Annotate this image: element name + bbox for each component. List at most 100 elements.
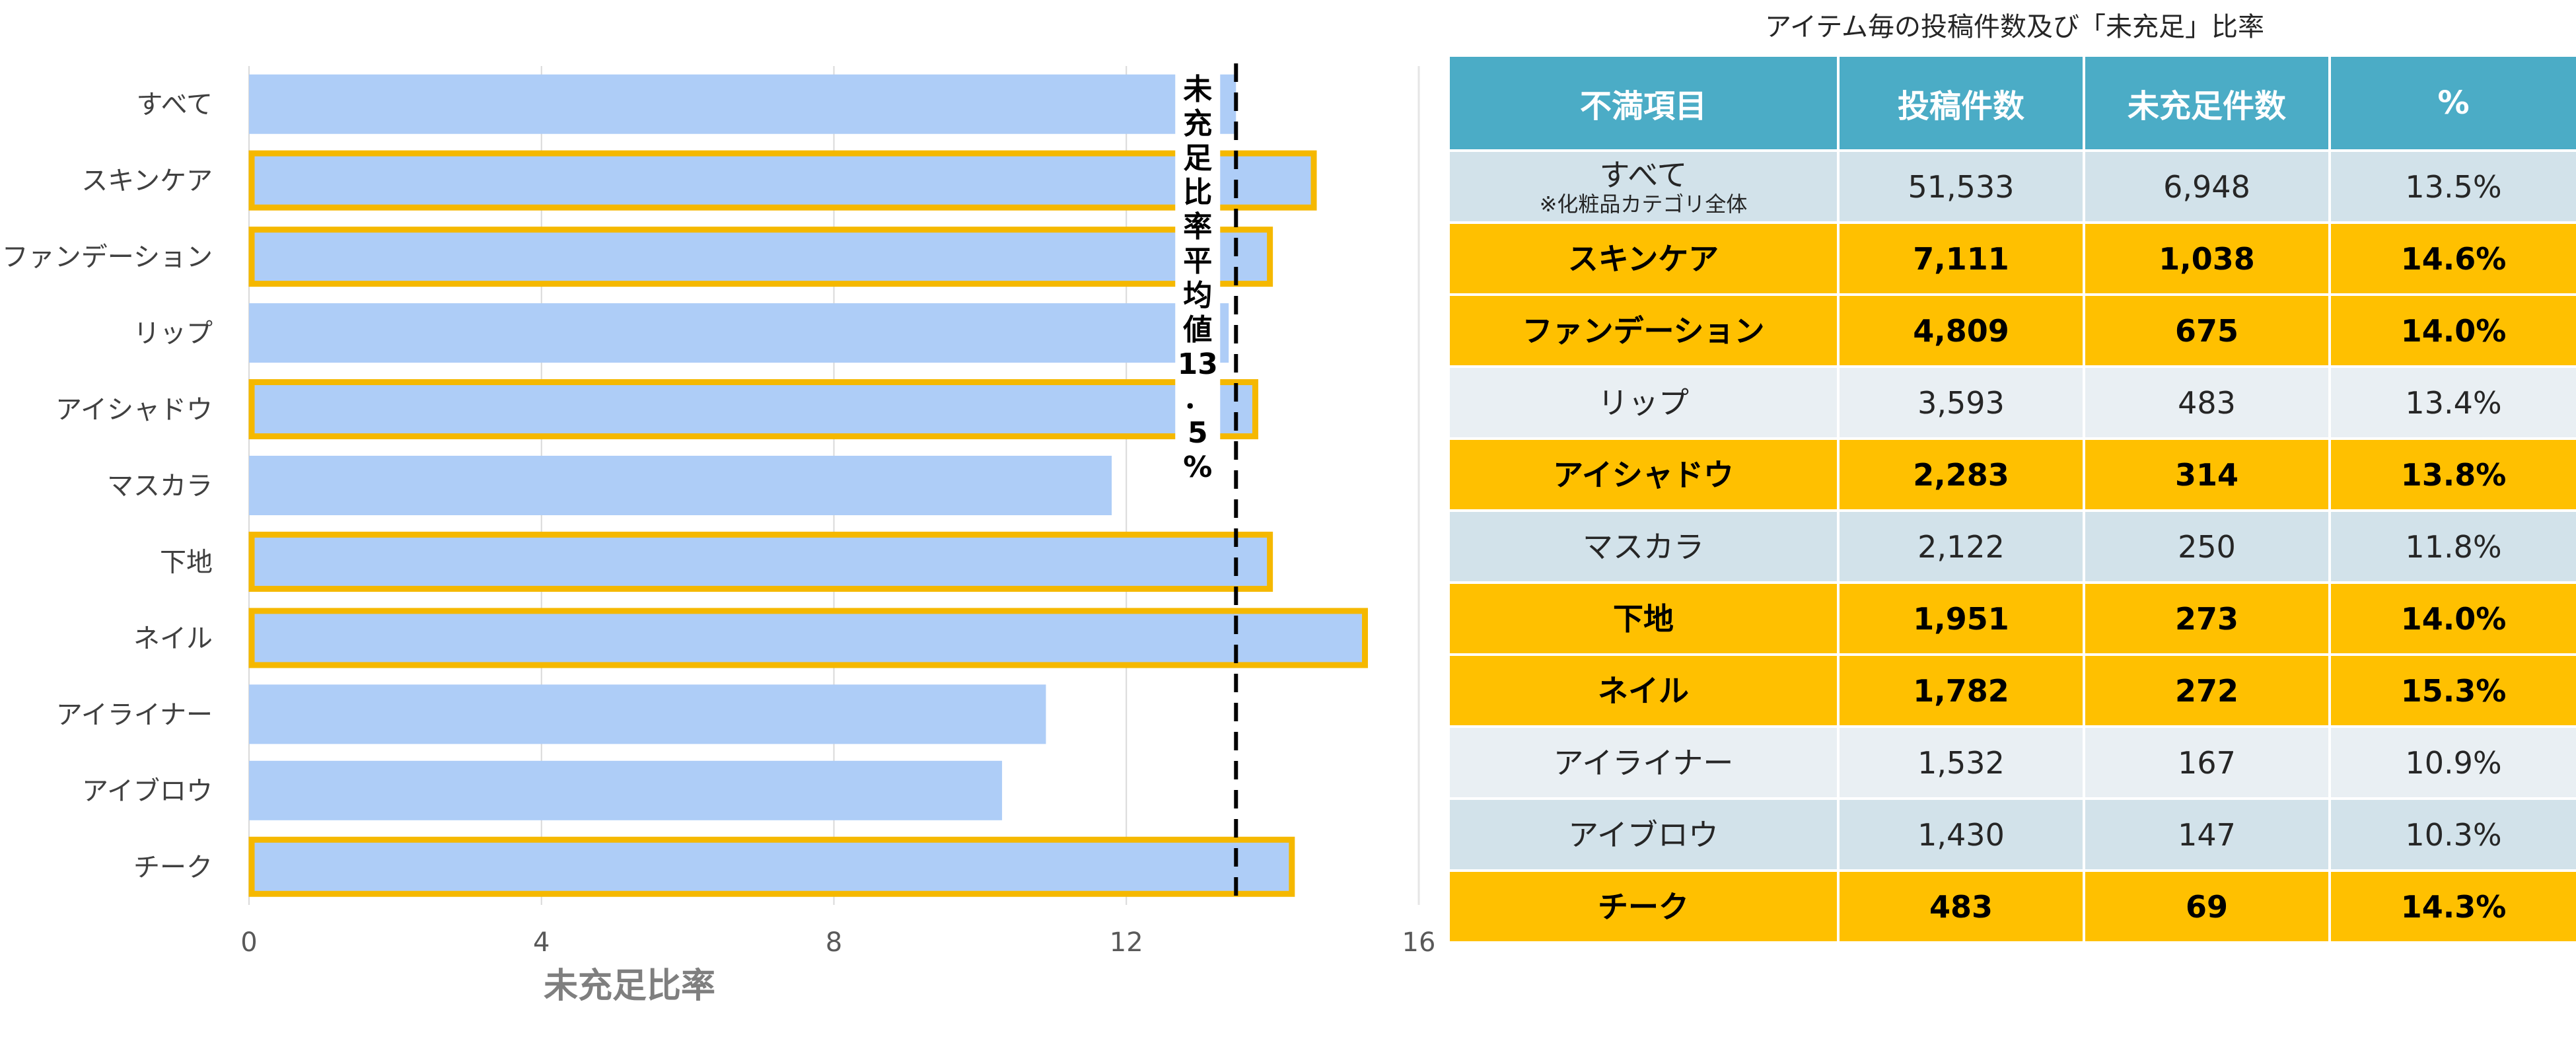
cell-posts: 1,430 xyxy=(1837,797,2085,872)
table-row: チーク 483 69 14.3% xyxy=(1447,869,2576,944)
cell-item: スキンケア xyxy=(1447,221,1840,296)
table-row: リップ 3,593 483 13.4% xyxy=(1447,365,2576,440)
header-unmet: 未充足件数 xyxy=(2083,54,2331,152)
cell-item: ファンデーション xyxy=(1447,293,1840,368)
bar xyxy=(249,760,1003,820)
cell-pct: 11.8% xyxy=(2328,509,2576,584)
cell-unmet: 6,948 xyxy=(2083,149,2331,224)
bar xyxy=(249,456,1112,515)
bar-highlighted xyxy=(248,531,1273,592)
x-tick-label: 4 xyxy=(533,927,550,958)
cell-unmet: 147 xyxy=(2083,797,2331,872)
cell-item: アイライナー xyxy=(1447,725,1840,800)
item-name: すべて xyxy=(1599,157,1688,193)
category-label: ネイル xyxy=(133,624,213,654)
cell-unmet: 167 xyxy=(2083,725,2331,800)
average-label-char: 未 xyxy=(1183,73,1212,106)
average-label-char: 5 xyxy=(1188,416,1208,450)
cell-unmet: 483 xyxy=(2083,365,2331,440)
item-name: チーク xyxy=(1598,888,1689,925)
table-row: アイシャドウ 2,283 314 13.8% xyxy=(1447,437,2576,512)
cell-item: チーク xyxy=(1447,869,1840,944)
cell-unmet: 675 xyxy=(2083,293,2331,368)
cell-unmet: 250 xyxy=(2083,509,2331,584)
cell-pct: 10.3% xyxy=(2328,797,2576,872)
x-tick-label: 16 xyxy=(1402,927,1436,958)
table-row: アイブロウ 1,430 147 10.3% xyxy=(1447,797,2576,872)
cell-posts: 4,809 xyxy=(1837,293,2085,368)
cell-item: アイシャドウ xyxy=(1447,437,1840,512)
bar xyxy=(249,303,1229,363)
table-row: ファンデーション 4,809 675 14.0% xyxy=(1447,293,2576,368)
cell-item: ネイル xyxy=(1447,653,1840,728)
cell-posts: 3,593 xyxy=(1837,365,2085,440)
cell-pct: 15.3% xyxy=(2328,653,2576,728)
table-row: すべて ※化粧品カテゴリ全体 51,533 6,948 13.5% xyxy=(1447,149,2576,224)
average-label-char: 値 xyxy=(1182,313,1212,347)
cell-unmet: 1,038 xyxy=(2083,221,2331,296)
cell-pct: 13.5% xyxy=(2328,149,2576,224)
category-label: アイブロウ xyxy=(82,776,213,806)
cell-item: リップ xyxy=(1447,365,1840,440)
cell-unmet: 272 xyxy=(2083,653,2331,728)
bar-chart: すべてスキンケアファンデーションリップアイシャドウマスカラ下地ネイルアイライナー… xyxy=(2,63,1436,1006)
table-title: アイテム毎の投稿件数及び「未充足」比率 xyxy=(1765,12,2264,42)
average-label-char: 足 xyxy=(1183,141,1212,175)
bar-highlighted xyxy=(248,227,1273,287)
cell-pct: 13.8% xyxy=(2328,437,2576,512)
x-tick-label: 8 xyxy=(826,927,842,958)
category-label: リップ xyxy=(133,318,213,349)
table-row: マスカラ 2,122 250 11.8% xyxy=(1447,509,2576,584)
item-name: アイライナー xyxy=(1553,744,1734,781)
cell-pct: 14.6% xyxy=(2328,221,2576,296)
item-name: リップ xyxy=(1598,384,1689,421)
category-label: 下地 xyxy=(160,547,213,577)
cell-posts: 2,122 xyxy=(1837,509,2085,584)
bar-highlighted xyxy=(248,150,1317,211)
cell-item: 下地 xyxy=(1447,581,1840,656)
item-note: ※化粧品カテゴリ全体 xyxy=(1539,191,1748,217)
x-tick-label: 0 xyxy=(240,927,257,958)
cell-posts: 7,111 xyxy=(1837,221,2085,296)
average-label-char: 比 xyxy=(1183,176,1212,209)
item-name: スキンケア xyxy=(1567,240,1719,277)
category-label: スキンケア xyxy=(81,166,213,196)
cell-posts: 2,283 xyxy=(1837,437,2085,512)
average-label-char: ． xyxy=(1183,382,1212,415)
average-label-char: 平 xyxy=(1183,244,1212,278)
cell-posts: 483 xyxy=(1837,869,2085,944)
data-table: 不満項目 投稿件数 未充足件数 % すべて ※化粧品カテゴリ全体 51,533 6,9… xyxy=(1447,54,2576,944)
x-tick-label: 12 xyxy=(1110,927,1143,958)
cell-posts: 1,782 xyxy=(1837,653,2085,728)
item-name: ネイル xyxy=(1598,672,1689,709)
bar xyxy=(249,74,1236,134)
average-label-char: 充 xyxy=(1183,107,1212,141)
cell-item: マスカラ xyxy=(1447,509,1840,584)
bar xyxy=(249,684,1046,744)
cell-pct: 14.0% xyxy=(2328,581,2576,656)
item-name: ファンデーション xyxy=(1522,312,1765,349)
header-pct: % xyxy=(2328,54,2576,152)
category-label: アイライナー xyxy=(56,699,213,730)
category-label: ファンデーション xyxy=(2,242,213,273)
item-name: 下地 xyxy=(1613,600,1674,637)
bar-highlighted xyxy=(248,836,1295,897)
cell-item: アイブロウ xyxy=(1447,797,1840,872)
cell-pct: 14.3% xyxy=(2328,869,2576,944)
category-label: チーク xyxy=(133,852,213,882)
bar-highlighted xyxy=(248,608,1369,668)
table-row: 下地 1,951 273 14.0% xyxy=(1447,581,2576,656)
cell-pct: 10.9% xyxy=(2328,725,2576,800)
table-row: アイライナー 1,532 167 10.9% xyxy=(1447,725,2576,800)
item-name: アイブロウ xyxy=(1568,816,1719,853)
cell-pct: 13.4% xyxy=(2328,365,2576,440)
average-label-char: 率 xyxy=(1183,210,1212,244)
category-label: マスカラ xyxy=(107,471,213,501)
bar-highlighted xyxy=(248,379,1258,440)
cell-unmet: 314 xyxy=(2083,437,2331,512)
cell-unmet: 69 xyxy=(2083,869,2331,944)
table-row: ネイル 1,782 272 15.3% xyxy=(1447,653,2576,728)
cell-unmet: 273 xyxy=(2083,581,2331,656)
table-row: スキンケア 7,111 1,038 14.6% xyxy=(1447,221,2576,296)
item-name: アイシャドウ xyxy=(1553,456,1734,493)
